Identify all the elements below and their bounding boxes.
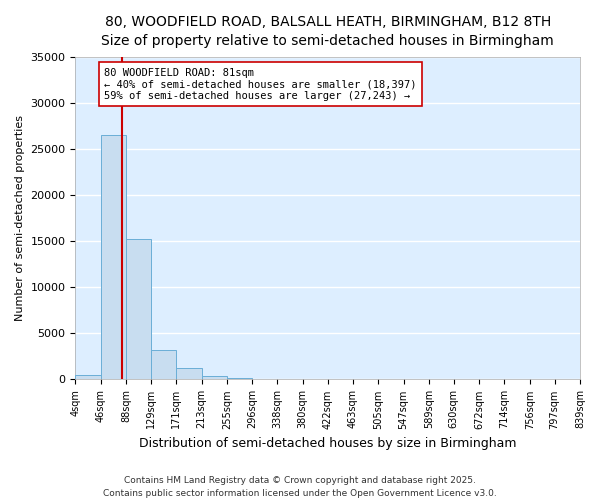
Bar	[227, 378, 252, 380]
Title: 80, WOODFIELD ROAD, BALSALL HEATH, BIRMINGHAM, B12 8TH
Size of property relative: 80, WOODFIELD ROAD, BALSALL HEATH, BIRMI…	[101, 15, 554, 48]
Bar	[76, 376, 101, 380]
X-axis label: Distribution of semi-detached houses by size in Birmingham: Distribution of semi-detached houses by …	[139, 437, 517, 450]
Bar	[176, 368, 202, 380]
Text: Contains HM Land Registry data © Crown copyright and database right 2025.
Contai: Contains HM Land Registry data © Crown c…	[103, 476, 497, 498]
Bar	[151, 350, 176, 380]
Bar	[277, 379, 302, 380]
Bar	[101, 135, 126, 380]
Text: 80 WOODFIELD ROAD: 81sqm
← 40% of semi-detached houses are smaller (18,397)
59% : 80 WOODFIELD ROAD: 81sqm ← 40% of semi-d…	[104, 68, 416, 101]
Bar	[202, 376, 227, 380]
Y-axis label: Number of semi-detached properties: Number of semi-detached properties	[15, 115, 25, 321]
Bar	[126, 239, 151, 380]
Bar	[252, 378, 277, 380]
